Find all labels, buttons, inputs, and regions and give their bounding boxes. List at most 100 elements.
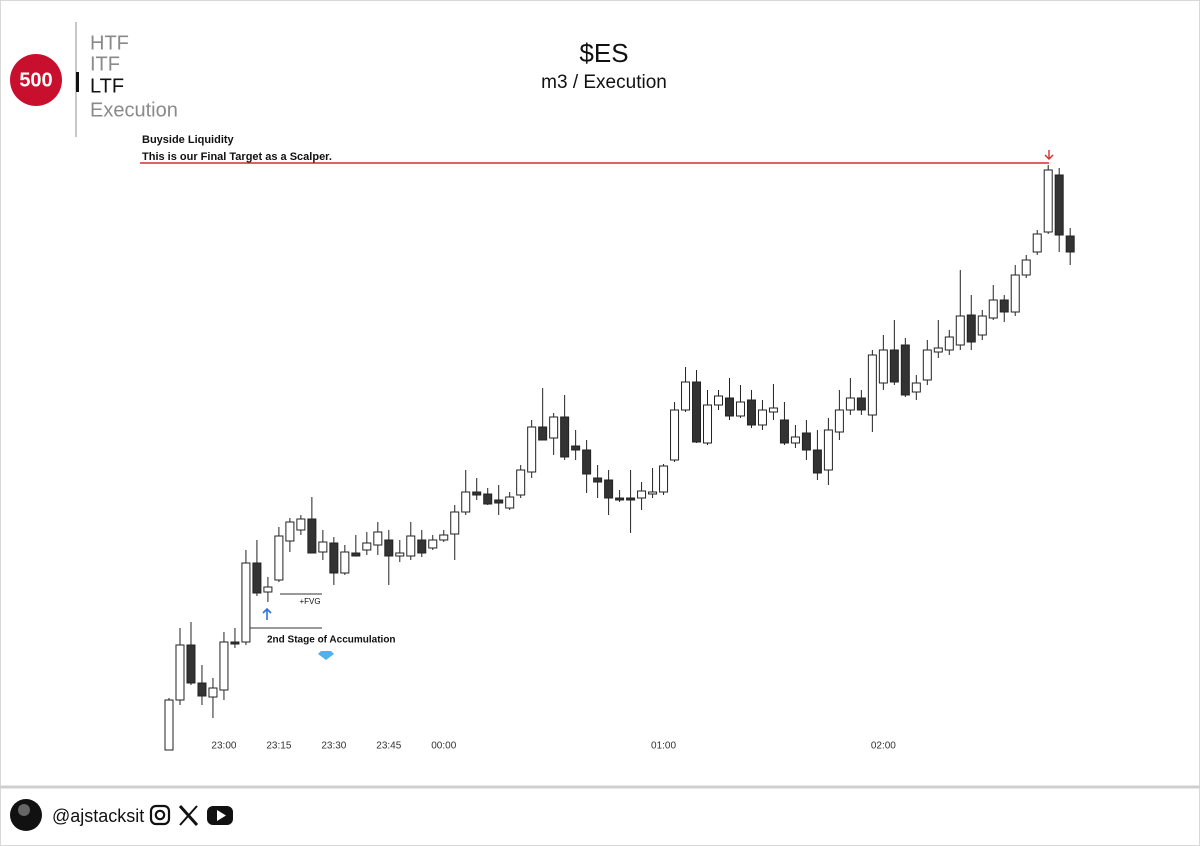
candle-body [856,397,866,411]
candle-body [263,586,273,593]
nav-item[interactable]: Execution [90,99,178,121]
x-tick-label: 23:30 [321,741,346,752]
youtube-icon[interactable] [207,806,233,825]
candle-body [724,397,734,417]
candle-body [186,644,196,684]
candle-body [911,382,921,393]
candle-body [1065,235,1075,253]
level-label: 2nd Stage of Accumulation [267,635,396,646]
down-arrow [1044,150,1054,160]
candle-body [801,432,811,451]
candle-body [164,699,174,751]
footer-handle: @ajstacksit [52,806,144,826]
candle-body [900,344,910,396]
candle-body [362,542,372,551]
candle-body [208,687,218,698]
candle-body [703,404,713,444]
candle-body [494,499,504,504]
candle-body [955,315,965,346]
candle-body [351,552,361,557]
candle-body [560,416,570,458]
candle-body [428,539,438,549]
logo-badge [10,54,62,106]
candle-body [307,518,317,554]
candle-body [670,409,680,461]
candle-body [439,534,449,541]
plot: 23:00 23:15 23:30 23:45 00:00 01:00 02:00 Buysi… [140,134,1075,752]
candle-body [417,539,427,554]
candle-body [790,436,800,444]
candle-body [637,490,647,499]
level-label: +FVG [299,597,320,606]
candle-body [527,426,537,473]
candle-body [274,535,284,581]
candle-body [681,381,691,411]
candle-body [648,491,658,495]
candle-body [692,381,702,443]
candle-body [615,497,625,501]
nav-item[interactable]: ITF [90,53,120,75]
candle-body [746,399,756,426]
level-label: This is our Final Target as a Scalper. [142,151,332,163]
candle-body [549,416,559,439]
candle-body [845,397,855,411]
instagram-icon[interactable] [149,804,171,826]
candle-body [922,349,932,381]
candle-body [714,395,723,406]
diamond-icon [318,651,334,660]
nav-item[interactable]: LTF [90,75,124,97]
candle-body [999,299,1009,313]
candle-body [373,531,383,546]
candle-body [867,354,877,416]
avatar-figure [18,804,30,816]
chart-title: $ES [579,38,628,68]
candle-body [582,449,592,475]
candle-body [516,469,526,496]
up-arrow [262,607,272,620]
candle-body [197,682,207,697]
logo-text: 500 [19,69,52,91]
candle-body [230,641,240,645]
candle-body [219,641,229,691]
candle-body [1021,259,1031,276]
candle-body [933,347,943,353]
x-tick-label: 01:00 [651,741,676,752]
candle-body [329,542,339,574]
candle-body [659,465,669,493]
candle-body [1032,233,1042,253]
nav-active-marker [76,72,79,92]
candle-body [593,477,603,483]
candle-body [241,562,251,643]
candle-body [450,511,460,535]
candle-body [340,551,350,574]
chart-subtitle: m3 / Execution [541,72,667,93]
x-tick-label: 23:15 [266,741,291,752]
candle-body [1043,169,1053,233]
candle-body [571,445,581,451]
candle-body [768,407,778,413]
candle-body [977,315,987,336]
candle-body [834,409,844,433]
candle-body [779,419,789,444]
candle-body [296,518,306,531]
x-tick-label: 23:45 [376,741,401,752]
candle-body [757,409,767,426]
x-tick-label: 00:00 [431,741,456,752]
candle-body [505,496,515,509]
candle-body [252,562,262,594]
candle-body [395,552,405,557]
candle-body [483,493,493,505]
nav-item[interactable]: HTF [90,32,129,54]
candle-body [318,541,328,553]
x-icon[interactable] [178,804,199,827]
x-tick-label: 23:00 [211,741,236,752]
candle-body [966,314,976,343]
candle-body [1010,274,1020,313]
candle-body [175,644,185,701]
x-tick-label: 02:00 [871,741,896,752]
candle-body [988,299,998,319]
candle-body [461,491,471,513]
